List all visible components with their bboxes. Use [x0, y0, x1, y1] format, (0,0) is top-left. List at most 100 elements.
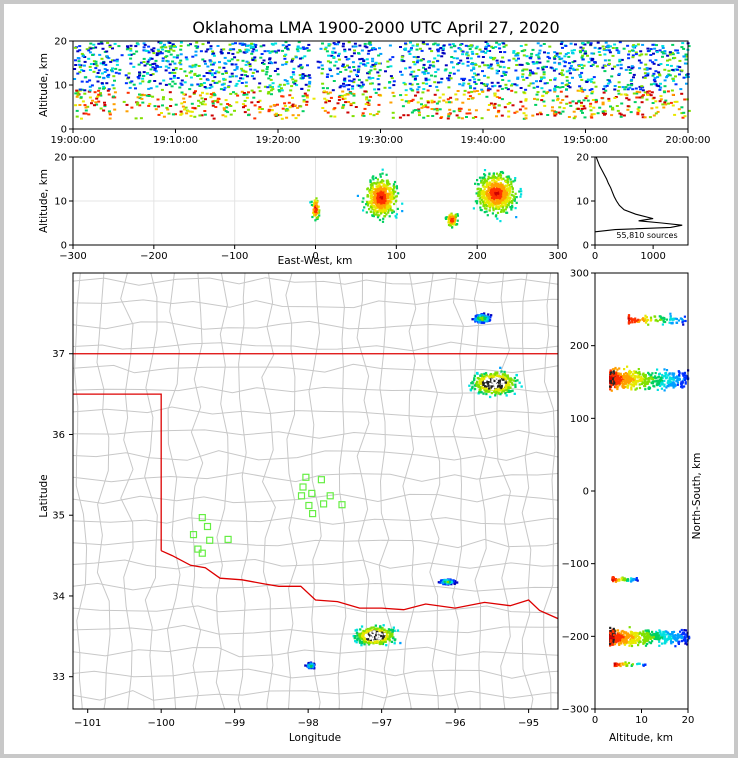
time-altitude-cell — [514, 59, 518, 62]
time-altitude-cell — [94, 67, 98, 70]
time-altitude-cell — [241, 69, 245, 72]
ew-cell — [492, 206, 495, 209]
time-altitude-cell — [680, 46, 684, 49]
time-altitude-cell — [436, 44, 440, 47]
ew-cell — [494, 207, 497, 210]
ew-cell — [478, 176, 482, 179]
time-altitude-cell — [87, 90, 91, 93]
time-altitude-cell — [590, 92, 594, 95]
time-altitude-cell — [171, 45, 175, 48]
time-altitude-cell — [339, 71, 343, 73]
ew-cell — [376, 214, 379, 217]
time-altitude-cell — [404, 89, 408, 92]
time-altitude-cell — [222, 107, 226, 110]
plan-cell — [368, 629, 371, 633]
time-altitude-cell — [581, 111, 584, 114]
time-altitude-cell — [219, 50, 223, 53]
ew-cell — [488, 186, 491, 189]
time-altitude-cell — [222, 66, 226, 69]
ew-cell — [477, 187, 480, 190]
time-altitude-cell — [488, 50, 492, 52]
time-altitude-cell — [618, 112, 622, 115]
time-altitude-cell — [94, 46, 98, 49]
plan-cell — [487, 378, 490, 381]
plan-cell — [493, 373, 497, 376]
time-altitude-cell — [585, 95, 589, 98]
tick-label: −300 — [59, 251, 86, 262]
ew-cell — [381, 179, 384, 182]
time-altitude-cell — [360, 85, 364, 88]
ew-cell — [380, 193, 383, 196]
plan-cell — [393, 629, 396, 632]
ew-cell — [504, 180, 507, 183]
time-altitude-cell — [202, 75, 206, 78]
time-altitude-cell — [522, 68, 526, 71]
time-altitude-cell — [107, 73, 111, 76]
ew-cell — [316, 200, 319, 203]
time-altitude-cell — [553, 114, 557, 117]
ew-cell — [507, 187, 510, 190]
ew-cell — [394, 200, 397, 203]
time-altitude-cell — [638, 67, 642, 70]
time-altitude-cell — [253, 117, 257, 120]
ew-cell — [477, 191, 480, 194]
time-altitude-cell — [434, 71, 438, 73]
time-altitude-cell — [447, 113, 451, 116]
time-altitude-cell — [261, 69, 265, 72]
time-altitude-cell — [377, 62, 381, 65]
time-altitude-cell — [608, 62, 611, 65]
time-altitude-cell — [269, 86, 273, 89]
time-altitude-cell — [520, 50, 524, 53]
ew-cell — [505, 200, 508, 204]
ew-cell — [382, 217, 385, 220]
ew-cell — [376, 216, 380, 219]
ew-cell — [386, 183, 389, 186]
time-altitude-cell — [180, 91, 184, 94]
time-altitude-cell — [193, 107, 197, 110]
time-altitude-cell — [262, 63, 266, 65]
time-altitude-cell — [167, 112, 171, 115]
time-altitude-cell — [142, 61, 146, 63]
time-altitude-cell — [511, 83, 514, 86]
time-altitude-cell — [346, 111, 350, 114]
time-altitude-cell — [425, 82, 429, 85]
time-altitude-cell — [207, 41, 210, 44]
time-altitude-cell — [414, 109, 418, 111]
time-altitude-cell — [493, 94, 497, 97]
time-altitude-cell — [415, 75, 419, 77]
time-altitude-cell — [529, 72, 532, 75]
plan-cell — [485, 387, 488, 391]
time-altitude-cell — [132, 52, 136, 55]
ew-cell — [499, 174, 503, 177]
ew-cell — [377, 201, 380, 205]
time-altitude-cell — [516, 77, 520, 80]
time-altitude-cell — [98, 76, 102, 79]
time-altitude-cell — [447, 101, 451, 104]
ew-cell — [373, 205, 376, 208]
time-altitude-cell — [482, 83, 486, 85]
time-altitude-cell — [170, 85, 174, 88]
time-altitude-cell — [230, 63, 234, 66]
time-altitude-cell — [551, 106, 554, 109]
ew-cell — [498, 188, 501, 191]
time-altitude-cell — [213, 94, 217, 97]
time-altitude-cell — [417, 111, 421, 114]
time-altitude-cell — [638, 96, 642, 99]
ew-cell — [508, 196, 511, 199]
time-altitude-cell — [682, 111, 686, 114]
ew-cell — [380, 204, 383, 207]
time-altitude-cell — [553, 51, 557, 54]
time-altitude-cell — [179, 48, 183, 51]
time-altitude-cell — [606, 44, 610, 47]
time-altitude-cell — [499, 51, 502, 53]
plan-cell — [468, 384, 471, 387]
time-altitude-cell — [204, 62, 207, 65]
time-altitude-cell — [652, 82, 656, 85]
time-altitude-cell — [422, 88, 426, 91]
ew-cell — [512, 180, 515, 183]
time-altitude-cell — [403, 83, 407, 86]
ew-cell — [310, 200, 313, 203]
time-altitude-cell — [160, 88, 164, 91]
ew-cell — [493, 201, 496, 205]
time-altitude-cell — [134, 117, 138, 120]
